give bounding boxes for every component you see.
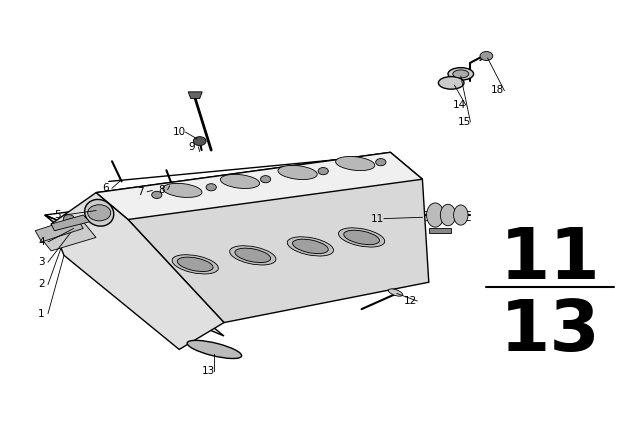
- Text: 2: 2: [38, 280, 45, 289]
- Text: 18: 18: [492, 86, 504, 95]
- Polygon shape: [429, 228, 451, 233]
- Text: 14: 14: [453, 100, 466, 110]
- Ellipse shape: [448, 68, 474, 80]
- Text: 4: 4: [38, 237, 45, 247]
- Polygon shape: [51, 193, 224, 349]
- Ellipse shape: [453, 70, 468, 78]
- Ellipse shape: [339, 228, 385, 247]
- Text: 9: 9: [189, 142, 195, 152]
- Text: 10: 10: [173, 127, 186, 137]
- Polygon shape: [45, 170, 422, 309]
- Circle shape: [318, 168, 328, 175]
- Ellipse shape: [427, 203, 444, 227]
- Ellipse shape: [344, 230, 380, 245]
- Circle shape: [260, 176, 271, 183]
- Polygon shape: [96, 152, 422, 220]
- Text: 12: 12: [404, 296, 417, 306]
- Ellipse shape: [440, 204, 456, 226]
- Text: 7: 7: [138, 187, 144, 197]
- Ellipse shape: [230, 246, 276, 265]
- Ellipse shape: [388, 289, 403, 296]
- Ellipse shape: [278, 165, 317, 180]
- Text: 6: 6: [102, 183, 109, 193]
- Circle shape: [152, 191, 162, 198]
- Ellipse shape: [187, 340, 242, 358]
- Ellipse shape: [292, 239, 328, 254]
- Ellipse shape: [163, 183, 202, 198]
- Ellipse shape: [438, 77, 464, 89]
- Circle shape: [88, 205, 111, 221]
- Ellipse shape: [335, 156, 375, 171]
- Text: 1: 1: [38, 309, 45, 319]
- Text: 11: 11: [371, 214, 384, 224]
- Circle shape: [376, 159, 386, 166]
- Text: 11: 11: [500, 225, 601, 294]
- Ellipse shape: [287, 237, 333, 256]
- Polygon shape: [188, 92, 202, 99]
- Text: 3: 3: [38, 257, 45, 267]
- Ellipse shape: [63, 215, 75, 224]
- Polygon shape: [51, 215, 90, 231]
- Text: 13: 13: [202, 366, 214, 376]
- Polygon shape: [38, 222, 96, 251]
- Circle shape: [193, 137, 206, 146]
- Ellipse shape: [454, 205, 468, 225]
- Text: 15: 15: [458, 117, 470, 127]
- Polygon shape: [35, 217, 83, 242]
- Circle shape: [206, 184, 216, 191]
- Ellipse shape: [177, 257, 213, 271]
- Text: 8: 8: [158, 185, 164, 194]
- Polygon shape: [45, 215, 224, 336]
- Ellipse shape: [220, 174, 260, 189]
- Ellipse shape: [172, 255, 218, 274]
- Circle shape: [480, 52, 493, 60]
- Ellipse shape: [84, 199, 114, 226]
- Ellipse shape: [235, 248, 271, 263]
- Text: 5: 5: [54, 210, 61, 220]
- Text: 13: 13: [500, 297, 601, 366]
- Polygon shape: [96, 152, 429, 323]
